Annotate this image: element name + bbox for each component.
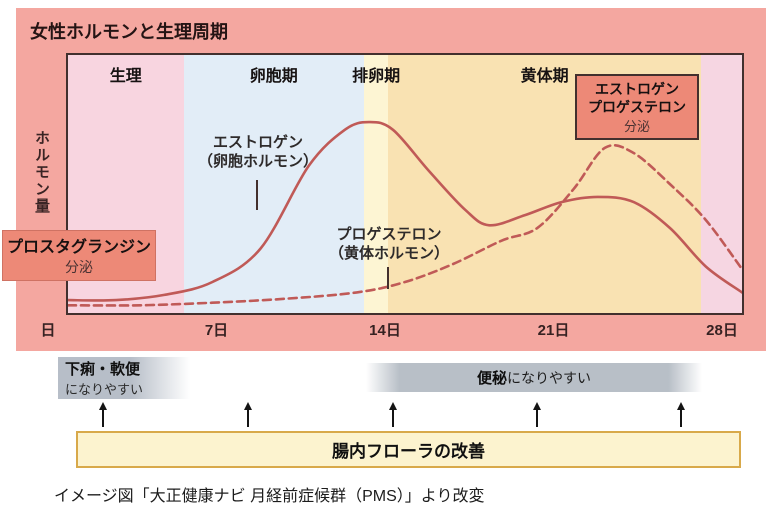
phase-label-1: 卵胞期 <box>249 68 298 85</box>
progesterone-label: プロゲステロン （黄体ホルモン） <box>328 226 449 262</box>
up-arrow <box>98 402 108 428</box>
gut-flora-box: 腸内フローラの改善 <box>76 431 741 468</box>
x-tick-4: 28日 <box>706 322 738 339</box>
y-axis-label: ホルモン量 <box>33 130 50 215</box>
x-tick-3: 21日 <box>537 322 570 339</box>
up-arrow <box>532 402 542 428</box>
x-tick-2: 14日 <box>369 322 401 339</box>
phase-band-4 <box>701 55 742 313</box>
constipation-bar: 便秘 になりやすい <box>366 363 702 392</box>
x-tick-0: 日 <box>40 322 56 339</box>
phase-band-2 <box>364 55 389 313</box>
prostaglandin-annotation-box: プロスタグランジン 分泌 <box>2 230 156 281</box>
phase-label-3: 黄体期 <box>520 68 569 85</box>
estrogen-label: エストロゲン （卵胞ホルモン） <box>197 134 318 170</box>
up-arrow <box>243 402 253 428</box>
progesterone-pointer-line <box>387 267 389 289</box>
up-arrow <box>388 402 398 428</box>
secretion-annotation-box: エストロゲン プロゲステロン 分泌 <box>575 74 699 141</box>
chart-title: 女性ホルモンと生理周期 <box>30 22 228 42</box>
phase-band-1 <box>183 55 365 313</box>
x-axis-ticks: 日 7日 14日 21日 28日 <box>40 319 758 341</box>
phase-label-2: 排卵期 <box>352 68 401 85</box>
diarrhea-bar: 下痢・軟便 になりやすい <box>58 357 190 399</box>
source-caption: イメージ図「大正健康ナビ 月経前症候群（PMS）」より改変 <box>54 488 485 505</box>
estrogen-pointer-line <box>256 180 258 210</box>
phase-label-0: 生理 <box>109 68 142 85</box>
up-arrow <box>676 402 686 428</box>
x-tick-1: 7日 <box>204 322 229 339</box>
